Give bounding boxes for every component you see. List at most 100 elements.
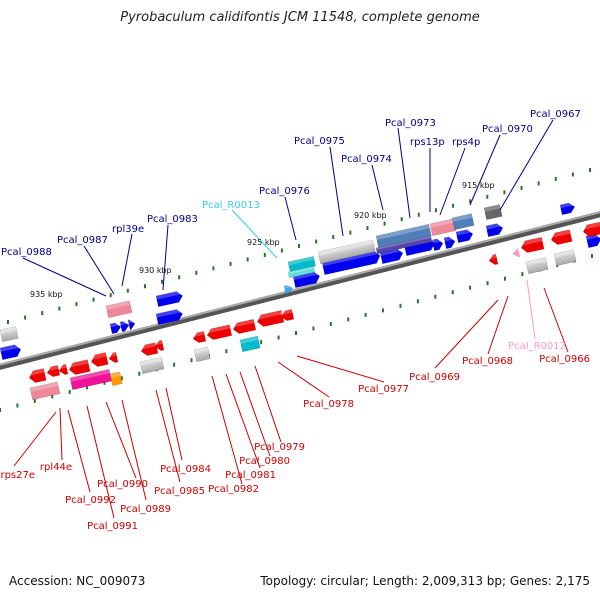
leader-line: [487, 295, 509, 355]
gene-label: Pcal_0979: [254, 442, 305, 453]
minus-strand-gene: [232, 318, 257, 334]
leader-line: [284, 196, 297, 241]
minus-strand-gene: [68, 359, 91, 375]
leader-line: [439, 147, 466, 216]
leader-line: [59, 407, 63, 461]
gene-label: Pcal_0992: [65, 495, 116, 506]
gene-label: Pcal_0982: [208, 484, 259, 495]
kbp-label: 915 kbp: [462, 181, 495, 190]
map-title: Pyrobaculum calidifontis JCM 11548, comp…: [120, 10, 480, 25]
cyan-block: [287, 256, 316, 273]
leader-line: [67, 409, 91, 493]
gene-label: Pcal_0980: [239, 456, 290, 467]
gene-label: Pcal_0968: [462, 356, 513, 367]
minus-strand-gene: [256, 310, 285, 327]
gene-label: rps27e: [0, 470, 35, 481]
gene-label: Pcal_0975: [294, 136, 345, 147]
minus-strand-gene: [28, 368, 47, 383]
gene-label: Pcal_0983: [147, 214, 198, 225]
purple-block: [375, 235, 433, 255]
leader-line: [211, 375, 243, 485]
minus-strand-gene: [280, 309, 295, 321]
gene-label: Pcal_0978: [303, 399, 354, 410]
gene-label: Pcal_0966: [539, 354, 590, 365]
grey-block: [317, 239, 376, 265]
grey-block: [553, 249, 577, 267]
backbone-highlight: [0, 211, 600, 366]
gene-label: Pcal_0981: [225, 470, 276, 481]
minus-strand-gene: [108, 351, 119, 363]
plus-strand-gene: [155, 290, 183, 308]
gene-label: Pcal_0976: [259, 186, 310, 197]
gene-label: Pcal_0984: [160, 464, 211, 475]
leader-line: [13, 411, 57, 467]
plus-strand-gene: [431, 237, 444, 252]
plus-strand-gene: [109, 321, 122, 335]
plus-strand-gene: [0, 343, 22, 361]
backbone-line: [0, 211, 600, 370]
dark-grey-block: [483, 204, 503, 221]
gene-label: Pcal_0973: [385, 118, 436, 129]
leader-line: [434, 299, 499, 369]
gene-label: Pcal_0988: [1, 247, 52, 258]
leader-line: [121, 233, 133, 287]
topology-text: Topology: circular; Length: 2,009,313 bp…: [260, 574, 590, 588]
feature-blocks: [0, 201, 600, 401]
leader-line: [329, 146, 344, 237]
minus-strand-gene: [487, 253, 499, 265]
minus-strand-gene: [140, 342, 159, 356]
grey-block: [139, 356, 165, 375]
minus-strand-gene: [205, 324, 233, 340]
gene-label: Pcal_R0013: [202, 200, 260, 211]
minus-strand-gene: [519, 236, 545, 253]
leader-line: [83, 245, 115, 295]
leader-line: [162, 224, 169, 291]
leader-line: [22, 257, 107, 297]
kbp-label: 920 kbp: [354, 211, 387, 220]
leader-line: [526, 279, 536, 340]
leader-line: [543, 287, 569, 353]
leader-line: [86, 405, 115, 519]
gene-label: Pcal_0989: [120, 504, 171, 515]
kbp-label: 930 kbp: [139, 266, 172, 275]
gene-labels: 915 kbp 920 kbp 925 kbp 930 kbp 935 kbp Pcal_…: [0, 109, 590, 532]
leader-line: [155, 389, 181, 483]
leader-line: [105, 401, 137, 479]
leader-line: [469, 134, 501, 206]
plus-strand-gene: [559, 201, 576, 216]
gene-label: rpl39e: [112, 224, 144, 235]
pink-block: [105, 300, 133, 319]
plus-strand-gene: [443, 235, 456, 250]
gene-label: Pcal_0990: [97, 479, 148, 490]
leader-line: [277, 361, 330, 398]
gene-label: Pcal_0967: [530, 109, 581, 120]
leader-line: [371, 164, 384, 211]
leader-line: [121, 399, 147, 501]
minus-strand-gene: [89, 352, 109, 367]
kbp-label: 925 kbp: [247, 238, 280, 247]
leader-line: [165, 387, 183, 461]
gene-label: rps13p: [410, 137, 445, 148]
grey-block: [193, 346, 211, 363]
minus-strand-gene: [45, 365, 61, 377]
minus-strand-gene: [582, 221, 600, 237]
gene-label: Pcal_R0012: [508, 341, 566, 352]
minus-strand-gene: [192, 331, 207, 343]
minus-strand-gene: [58, 363, 69, 375]
gene-label: Pcal_0974: [341, 154, 392, 165]
accession-text: Accession: NC_009073: [9, 574, 146, 588]
gene-label: Pcal_0985: [154, 486, 205, 497]
blue-block: [375, 224, 432, 249]
gene-label: rps4p: [452, 137, 480, 148]
gene-label: Pcal_0987: [57, 235, 108, 246]
leader-line: [254, 365, 282, 443]
leader-line: [397, 127, 411, 219]
gene-label: Pcal_0970: [482, 124, 533, 135]
gene-label: Pcal_0991: [87, 521, 138, 532]
plus-strand-gene: [485, 222, 504, 238]
gene-label: Pcal_0969: [409, 372, 460, 383]
leader-line: [296, 355, 385, 383]
cyan-block: [287, 266, 315, 279]
leader-line: [231, 209, 278, 259]
